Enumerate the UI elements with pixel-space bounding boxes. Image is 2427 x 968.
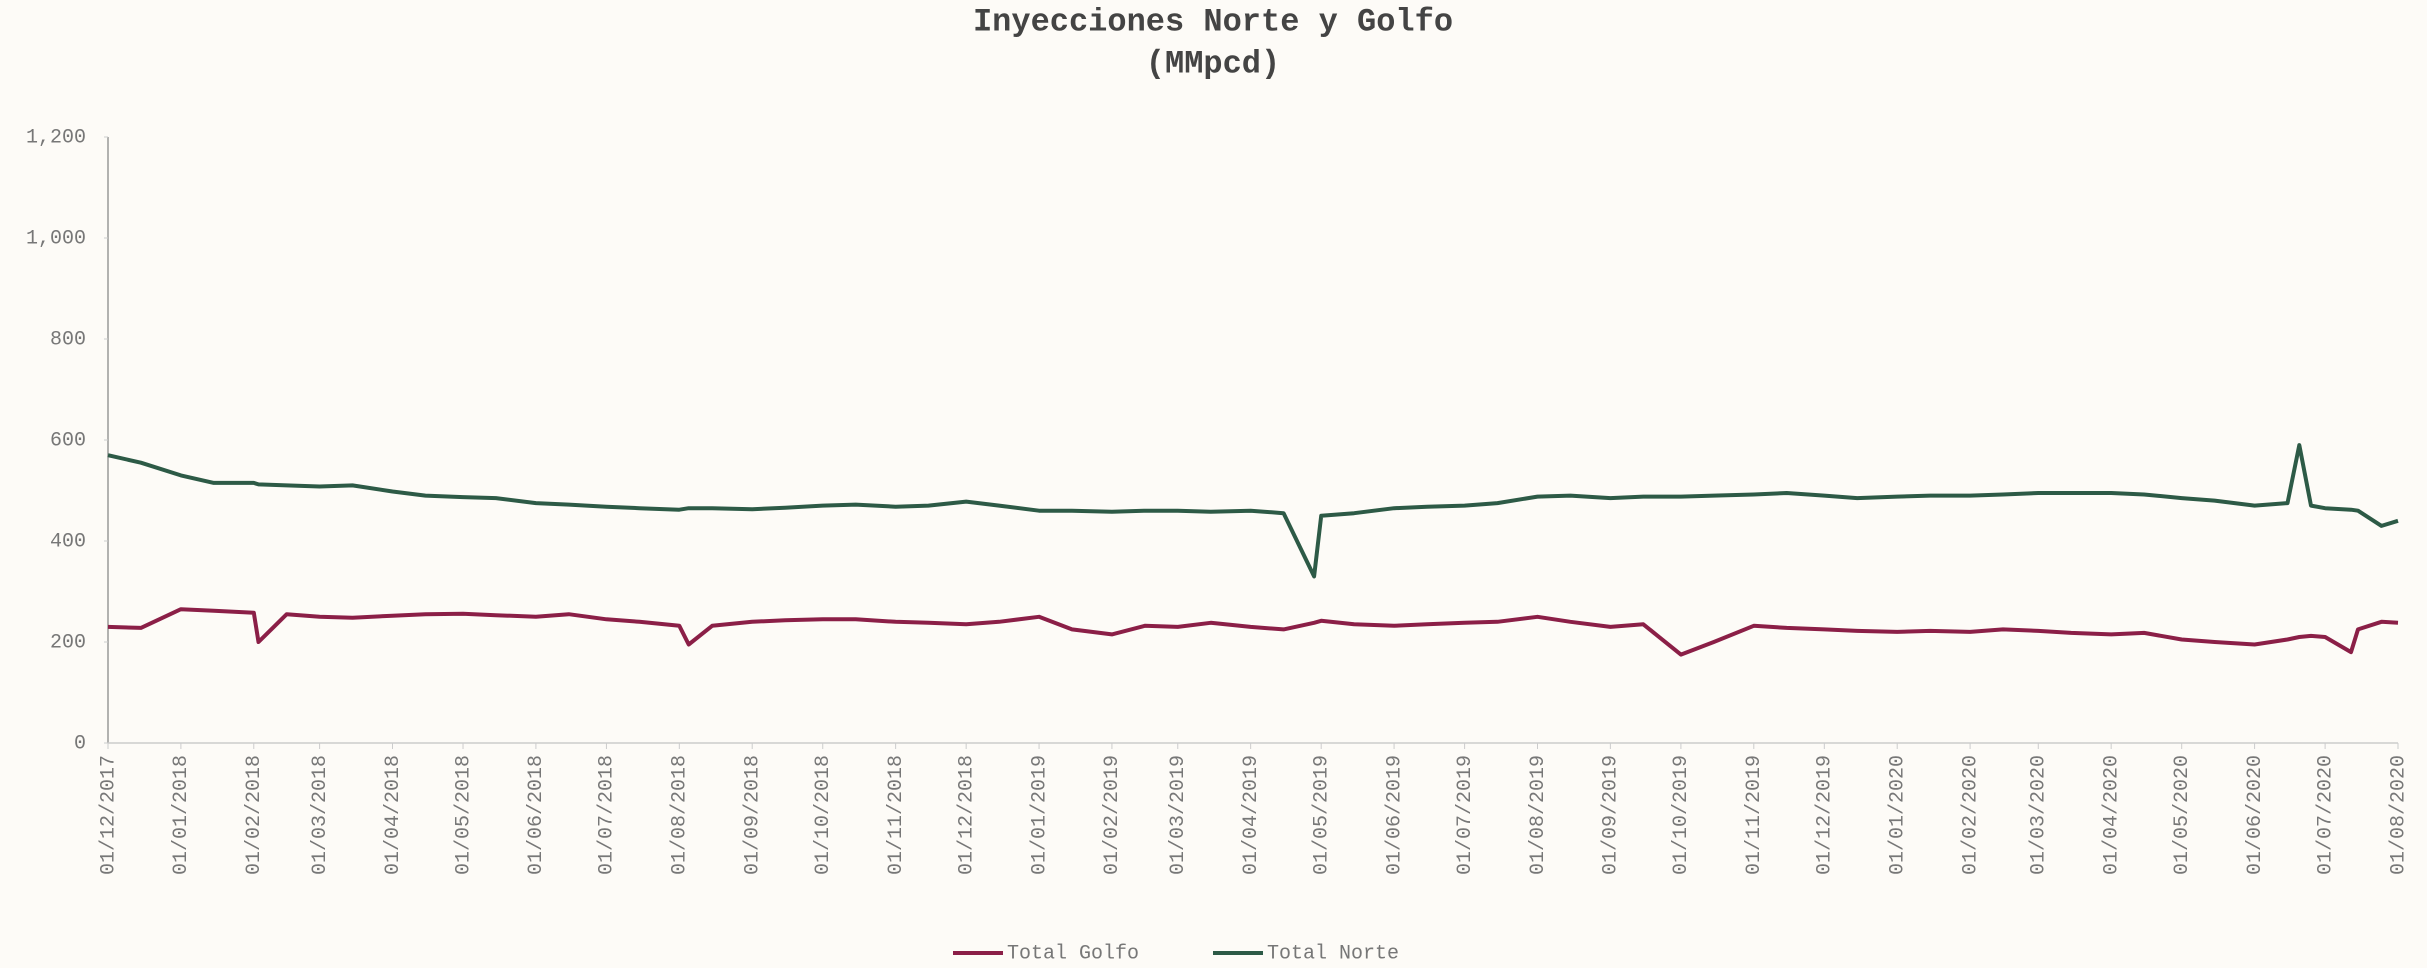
x-tick-label: 01/06/2020	[2244, 755, 2267, 875]
chart-subtitle: (MMpcd)	[1146, 45, 1280, 82]
series-line	[107, 607, 2399, 657]
x-tick-label: 01/05/2018	[452, 755, 475, 875]
x-tick-label: 01/02/2018	[243, 755, 266, 875]
x-tick-label: 01/10/2018	[812, 755, 835, 875]
x-tick-label: 01/05/2019	[1310, 755, 1333, 875]
x-tick-label: 01/04/2018	[382, 755, 405, 875]
x-tick-label: 01/07/2020	[2314, 755, 2337, 875]
y-tick-label: 1,200	[26, 126, 86, 149]
x-tick-label: 01/04/2020	[2100, 755, 2123, 875]
x-tick-label: 01/08/2020	[2387, 755, 2410, 875]
x-tick-label: 01/07/2018	[596, 755, 619, 875]
x-tick-label: 01/01/2020	[1886, 755, 1909, 875]
y-tick-label: 600	[50, 429, 86, 452]
x-tick-label: 01/12/2019	[1814, 755, 1837, 875]
x-tick-label: 01/03/2019	[1167, 755, 1190, 875]
x-tick-label: 01/06/2019	[1383, 755, 1406, 875]
x-tick-label: 01/08/2018	[669, 755, 692, 875]
x-tick-label: 01/03/2020	[2028, 755, 2051, 875]
y-tick-label: 0	[74, 732, 86, 755]
x-tick-label: 01/03/2018	[309, 755, 332, 875]
x-tick-label: 01/09/2018	[741, 755, 764, 875]
x-tick-label: 01/01/2019	[1028, 755, 1051, 875]
legend-label: Total Norte	[1267, 942, 1399, 965]
x-tick-label: 01/07/2019	[1454, 755, 1477, 875]
x-tick-label: 01/11/2019	[1743, 755, 1766, 875]
x-tick-label: 01/08/2019	[1527, 755, 1550, 875]
y-tick-label: 800	[50, 328, 86, 351]
y-tick-label: 400	[50, 530, 86, 553]
series-line	[107, 443, 2399, 579]
x-tick-label: 01/04/2019	[1240, 755, 1263, 875]
x-tick-label: 01/11/2018	[885, 755, 908, 875]
x-tick-label: 01/05/2020	[2171, 755, 2194, 875]
x-tick-label: 01/02/2020	[1959, 755, 1982, 875]
y-tick-label: 1,000	[26, 227, 86, 250]
chart-title: Inyecciones Norte y Golfo	[973, 3, 1453, 40]
x-tick-label: 01/01/2018	[170, 755, 193, 875]
x-tick-label: 01/12/2018	[955, 755, 978, 875]
x-tick-label: 01/02/2019	[1101, 755, 1124, 875]
y-tick-label: 200	[50, 631, 86, 654]
x-tick-label: 01/12/2017	[97, 755, 120, 875]
x-tick-label: 01/10/2019	[1670, 755, 1693, 875]
legend-label: Total Golfo	[1007, 942, 1139, 965]
x-tick-label: 01/09/2019	[1600, 755, 1623, 875]
x-tick-label: 01/06/2018	[525, 755, 548, 875]
